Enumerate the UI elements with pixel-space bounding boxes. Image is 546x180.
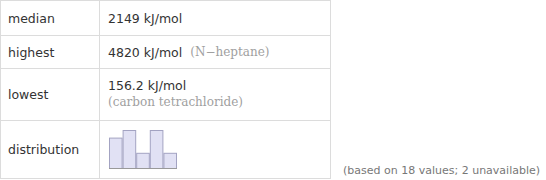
row-label: distribution xyxy=(8,142,79,157)
histogram-bar xyxy=(164,153,177,168)
column-divider xyxy=(99,120,100,179)
column-divider xyxy=(99,0,100,36)
row-label: median xyxy=(8,11,55,26)
footnote: (based on 18 values; 2 unavailable) xyxy=(343,163,540,178)
histogram-bar xyxy=(150,131,163,169)
row-value: 156.2 kJ/mol xyxy=(108,78,186,93)
histogram xyxy=(0,0,546,180)
row-value: 4820 kJ/mol xyxy=(108,45,182,60)
row-value: 2149 kJ/mol xyxy=(108,11,182,26)
row-annotation: (N−heptane) xyxy=(190,45,269,60)
column-divider xyxy=(99,68,100,121)
table-row xyxy=(0,68,331,121)
histogram-bar xyxy=(110,138,123,168)
row-label: lowest xyxy=(8,87,48,102)
baseline xyxy=(109,168,177,169)
histogram-bar xyxy=(123,131,136,169)
column-divider xyxy=(99,35,100,69)
bars xyxy=(110,131,177,169)
row-annotation: (carbon tetrachloride) xyxy=(108,95,243,110)
row-label: highest xyxy=(8,45,54,60)
histogram-bar xyxy=(137,153,150,168)
